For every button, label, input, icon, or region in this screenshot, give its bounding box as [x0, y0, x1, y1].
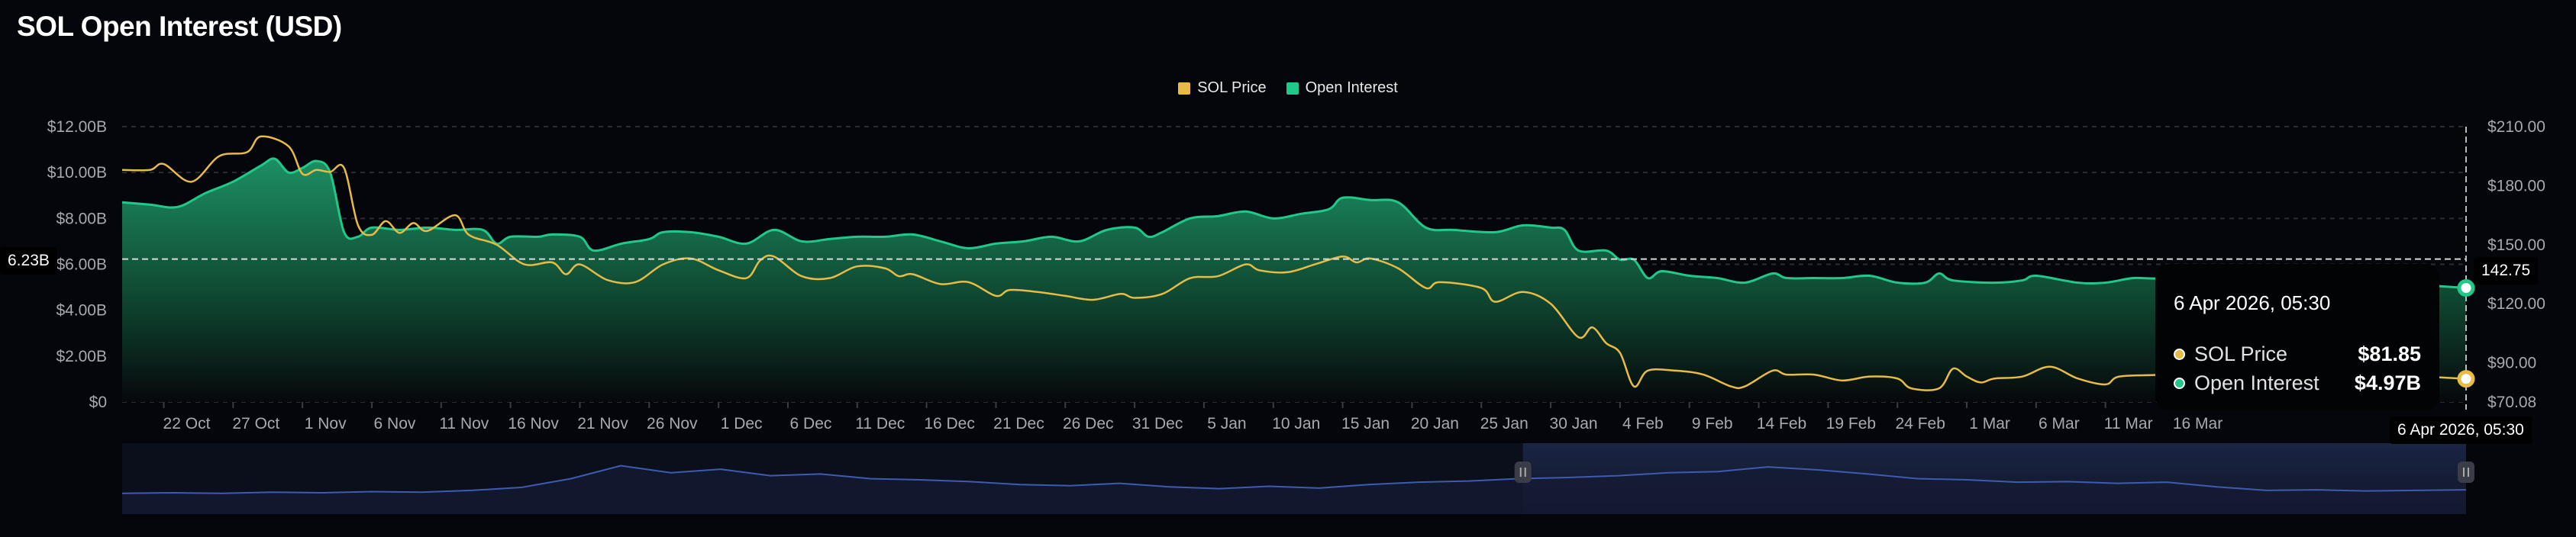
chart-legend: SOL Price Open Interest — [0, 79, 2576, 97]
right-axis: $70.08 $90.00 $120.00 $150.00 $180.00 $210.00 — [2487, 118, 2545, 411]
crosshair-right-value: 142.75 — [2474, 257, 2539, 285]
x-axis-tick-label: 1 Dec — [721, 415, 763, 432]
x-axis-tick-label: 25 Jan — [1480, 415, 1528, 432]
tooltip-label: SOL Price — [2194, 342, 2288, 365]
x-axis-tick-label: 19 Feb — [1826, 415, 1876, 432]
x-axis-tick-label: 10 Jan — [1272, 415, 1320, 432]
x-axis-tick-label: 22 Oct — [163, 415, 211, 432]
legend-item-sol-price[interactable]: SOL Price — [1178, 79, 1267, 97]
left-axis-tick-label: $0 — [89, 394, 107, 411]
x-axis-tick-label: 5 Jan — [1207, 415, 1246, 432]
x-axis-tick-label: 31 Dec — [1132, 415, 1183, 432]
x-axis-tick-label: 11 Dec — [855, 415, 905, 432]
left-axis-tick-label: $8.00B — [56, 210, 107, 227]
x-axis-tick-label: 26 Dec — [1063, 415, 1114, 432]
navigator-right-handle[interactable] — [2458, 461, 2474, 483]
left-axis-tick-label: $2.00B — [56, 348, 107, 365]
crosshair — [122, 127, 2475, 410]
x-axis-tick-label: 16 Nov — [508, 415, 559, 432]
tooltip-value: $4.97B — [2354, 371, 2421, 394]
x-axis-tick-label: 6 Dec — [790, 415, 832, 432]
x-axis-tick-label: 16 Dec — [924, 415, 975, 432]
left-axis-tick-label: $12.00B — [47, 118, 107, 136]
tooltip-value: $81.85 — [2358, 342, 2421, 365]
handle-grip-icon[interactable] — [2458, 461, 2474, 483]
legend-item-open-interest[interactable]: Open Interest — [1286, 79, 1398, 97]
x-axis-tick-label: 11 Mar — [2104, 415, 2153, 432]
x-axis: 22 Oct 27 Oct 1 Nov 6 Nov 11 Nov 16 Nov 21 Nov… — [163, 402, 2223, 432]
right-axis-tick-label: $180.00 — [2487, 177, 2545, 195]
sol-price-hover-point — [2457, 370, 2475, 388]
open-interest-dot-icon — [2174, 377, 2185, 389]
sol-price-dot-icon — [2174, 348, 2185, 360]
x-axis-tick-label: 15 Jan — [1341, 415, 1390, 432]
right-axis-tick-label: $70.08 — [2487, 394, 2536, 411]
crosshair-x-label: 6 Apr 2026, 05:30 — [2390, 416, 2532, 444]
right-axis-tick-label: $210.00 — [2487, 118, 2545, 136]
x-axis-tick-label: 6 Nov — [374, 415, 416, 432]
x-axis-tick-label: 6 Mar — [2039, 415, 2080, 432]
open-interest-area — [122, 158, 2466, 402]
tooltip-label: Open Interest — [2194, 371, 2319, 394]
crosshair-left-value: 6.23B — [0, 247, 57, 275]
right-axis-tick-label: $120.00 — [2487, 295, 2545, 313]
x-axis-tick-label: 21 Nov — [577, 415, 628, 432]
x-axis-tick-label: 16 Mar — [2173, 415, 2223, 432]
handle-grip-icon[interactable] — [1514, 461, 1532, 483]
navigator-line — [121, 465, 2467, 494]
open-interest-hover-point — [2457, 278, 2475, 297]
sol-price-line — [121, 135, 2467, 391]
legend-swatch-sol-price — [1178, 82, 1191, 95]
open-interest-line — [121, 157, 2467, 289]
tooltip-row-sol-price: SOL Price $81.85 — [2174, 339, 2421, 368]
left-axis-tick-label: $6.00B — [56, 256, 107, 274]
x-axis-tick-label: 4 Feb — [1622, 415, 1664, 432]
tooltip: 6 Apr 2026, 05:30 SOL Price $81.85 Open … — [2155, 264, 2439, 410]
x-axis-tick-label: 21 Dec — [993, 415, 1044, 432]
tooltip-date: 6 Apr 2026, 05:30 — [2174, 291, 2331, 314]
tooltip-row-open-interest: Open Interest $4.97B — [2174, 368, 2421, 397]
navigator-left-handle[interactable] — [1514, 461, 1532, 483]
navigator-area — [122, 465, 2466, 514]
page-title: SOL Open Interest (USD) — [17, 11, 342, 42]
x-axis-tick-label: 27 Oct — [232, 415, 279, 432]
legend-label: SOL Price — [1197, 79, 1267, 96]
x-axis-tick-label: 14 Feb — [1757, 415, 1806, 432]
x-axis-tick-label: 1 Mar — [1969, 415, 2010, 432]
left-axis-tick-label: $4.00B — [56, 302, 107, 320]
legend-label: Open Interest — [1305, 79, 1398, 96]
x-axis-tick-label: 24 Feb — [1896, 415, 1945, 432]
series-layer — [121, 135, 2467, 402]
x-axis-tick-label: 1 Nov — [305, 415, 347, 432]
x-axis-tick-label: 30 Jan — [1550, 415, 1598, 432]
x-axis-tick-label: 26 Nov — [647, 415, 698, 432]
left-axis-tick-label: $10.00B — [47, 164, 107, 182]
legend-swatch-open-interest — [1286, 82, 1299, 95]
left-axis: $0 $2.00B $4.00B $6.00B $8.00B $10.00B $12.00B — [47, 118, 107, 411]
x-axis-tick-label: 11 Nov — [439, 415, 489, 432]
navigator[interactable] — [121, 443, 2474, 514]
x-axis-tick-label: 20 Jan — [1411, 415, 1459, 432]
right-axis-tick-label: $150.00 — [2487, 236, 2545, 254]
x-axis-tick-label: 9 Feb — [1692, 415, 1733, 432]
right-axis-tick-label: $90.00 — [2487, 355, 2536, 372]
